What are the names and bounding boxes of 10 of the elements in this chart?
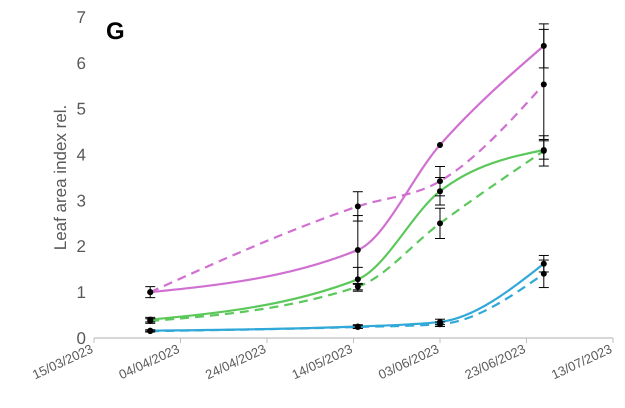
chart-title: G bbox=[106, 18, 125, 45]
y-tick-label: 2 bbox=[76, 237, 86, 256]
y-tick-label: 5 bbox=[76, 100, 86, 119]
y-tick-label: 6 bbox=[76, 54, 86, 73]
y-axis-title: Leaf area index rel. bbox=[51, 104, 70, 250]
y-tick-label: 7 bbox=[76, 8, 86, 27]
y-tick-label: 4 bbox=[76, 146, 86, 165]
y-tick-label: 1 bbox=[76, 283, 86, 302]
y-tick-label: 0 bbox=[76, 328, 86, 348]
y-tick-label: 3 bbox=[76, 191, 86, 210]
